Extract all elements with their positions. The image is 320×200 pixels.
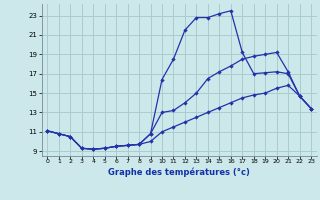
X-axis label: Graphe des températures (°c): Graphe des températures (°c) bbox=[108, 167, 250, 177]
